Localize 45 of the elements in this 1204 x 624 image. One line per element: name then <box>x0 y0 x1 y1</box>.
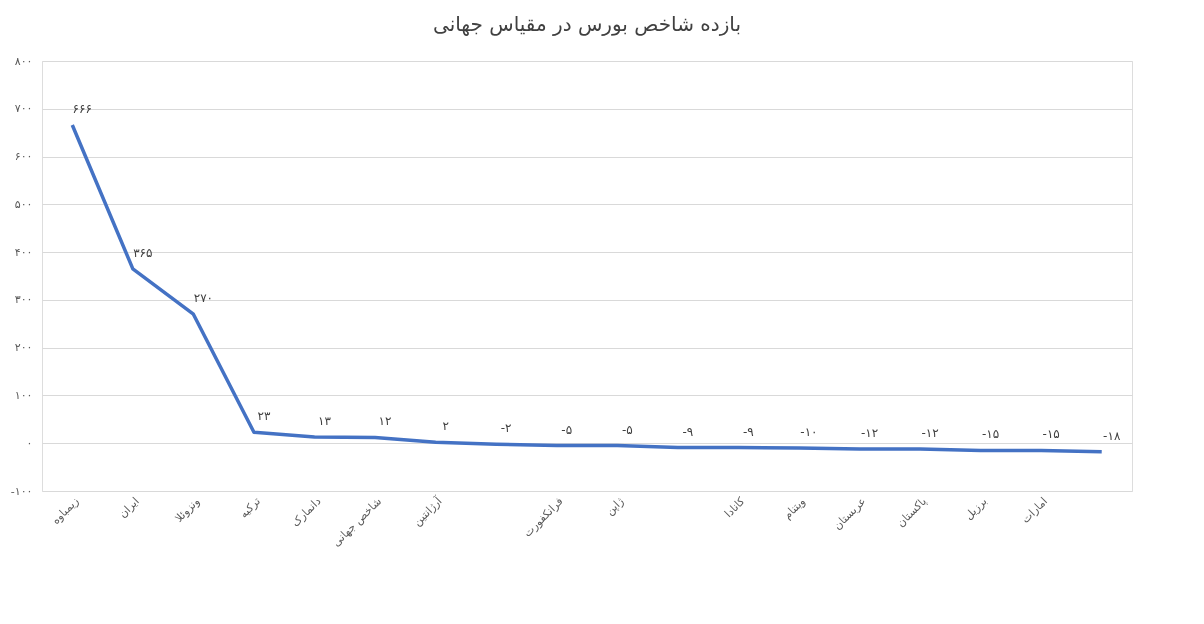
data-label: -۱۸ <box>1103 428 1121 443</box>
x-tick-label: عربستان <box>830 494 869 533</box>
data-label: -۲ <box>500 421 512 436</box>
data-label: -۵ <box>561 422 573 437</box>
data-label: ۱۲ <box>378 414 392 429</box>
y-tick-label: ۴۰۰ <box>14 245 33 259</box>
y-tick-label: ۰ <box>26 436 33 450</box>
x-tick-label: ژاپن <box>603 494 627 518</box>
x-tick-label: ایران <box>116 494 142 521</box>
data-label: -۹ <box>682 424 694 439</box>
data-label: -۱۲ <box>860 425 879 440</box>
data-label: ۶۶۶ <box>72 102 92 117</box>
y-tick-label: ۳۰۰ <box>14 293 33 307</box>
x-tick-label: ویتنام <box>780 494 808 522</box>
x-tick-label: کانادا <box>721 494 748 521</box>
y-tick-label: ۸۰۰ <box>14 54 33 68</box>
x-tick-label: آرژانتین <box>410 493 446 529</box>
chart-title: بازده شاخص بورس در مقیاس جهانی <box>432 12 742 36</box>
x-tick-label: پاکستان <box>894 494 930 530</box>
x-tick-label: ترکیه <box>237 494 263 521</box>
y-tick-label: ۵۰۰ <box>14 197 33 211</box>
data-label: ۲۷۰ <box>193 291 214 306</box>
x-tick-label: امارات <box>1019 494 1051 526</box>
y-tick-label: ۲۰۰ <box>14 341 33 355</box>
data-label: -۱۵ <box>1042 427 1060 442</box>
data-label: ۳۶۵ <box>133 245 153 260</box>
y-tick-label: ۷۰۰ <box>14 102 33 116</box>
data-label: ۱۳ <box>318 414 332 429</box>
line-series <box>70 123 1104 454</box>
y-tick-label: -۱۰۰ <box>10 484 33 498</box>
data-label: ۲۳ <box>257 409 271 424</box>
x-tick-label: شاخص جهانی <box>329 494 385 550</box>
x-tick-label: برزیل <box>962 494 990 523</box>
data-label: -۱۵ <box>981 427 1000 442</box>
data-label: -۵ <box>621 422 633 437</box>
y-tick-label: ۱۰۰ <box>14 388 33 402</box>
data-label: -۹ <box>743 424 754 439</box>
x-tick-label: ونزوئلا <box>172 494 203 525</box>
x-tick-label: دانمارک <box>288 494 324 530</box>
data-label: -۱۰ <box>800 425 818 439</box>
data-label: -۱۲ <box>921 425 939 440</box>
x-tick-label: زیمباوه <box>49 494 82 527</box>
x-tick-label: فرانکفورت <box>520 494 566 540</box>
data-label: ۲ <box>442 419 449 434</box>
y-tick-label: ۶۰۰ <box>14 150 33 164</box>
